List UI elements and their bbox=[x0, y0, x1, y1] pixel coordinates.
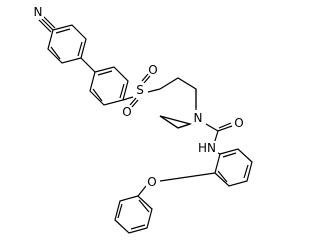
bond bbox=[137, 185, 147, 197]
ring bbox=[214, 148, 253, 187]
double-bond bbox=[141, 73, 151, 84]
atom-label: N bbox=[34, 5, 43, 19]
ring-double-bonds bbox=[92, 70, 125, 102]
ring bbox=[89, 66, 129, 106]
label-bg bbox=[134, 83, 146, 97]
carbonyl-bond bbox=[205, 122, 233, 132]
atom-label: S bbox=[136, 83, 144, 97]
bond bbox=[80, 57, 96, 73]
atom-label: O bbox=[148, 63, 157, 77]
bond bbox=[122, 96, 134, 101]
label-bg bbox=[32, 5, 44, 19]
atom-labels: N S O O N O HN O bbox=[32, 5, 244, 189]
bond bbox=[159, 89, 197, 129]
label-bg bbox=[146, 175, 158, 189]
double-bond bbox=[129, 97, 139, 108]
bond bbox=[147, 88, 161, 93]
label-bg bbox=[192, 111, 204, 125]
atom-label: O bbox=[234, 116, 243, 130]
bond bbox=[159, 172, 216, 182]
piperidine-ring bbox=[159, 77, 197, 129]
atom-label: N bbox=[194, 111, 203, 125]
ring-double-bonds bbox=[50, 28, 83, 60]
ring-double-bonds bbox=[117, 199, 150, 230]
ring bbox=[114, 195, 153, 234]
ring bbox=[47, 24, 87, 64]
label-bg bbox=[198, 141, 218, 155]
molecule-diagram: N S O O N O HN O bbox=[32, 5, 253, 234]
atom-label: HN bbox=[198, 141, 216, 155]
atom-label: O bbox=[147, 175, 156, 189]
bonds bbox=[38, 15, 253, 234]
ring-double-bonds bbox=[217, 152, 249, 183]
triple-bond bbox=[38, 15, 56, 33]
atom-label: O bbox=[122, 105, 131, 119]
